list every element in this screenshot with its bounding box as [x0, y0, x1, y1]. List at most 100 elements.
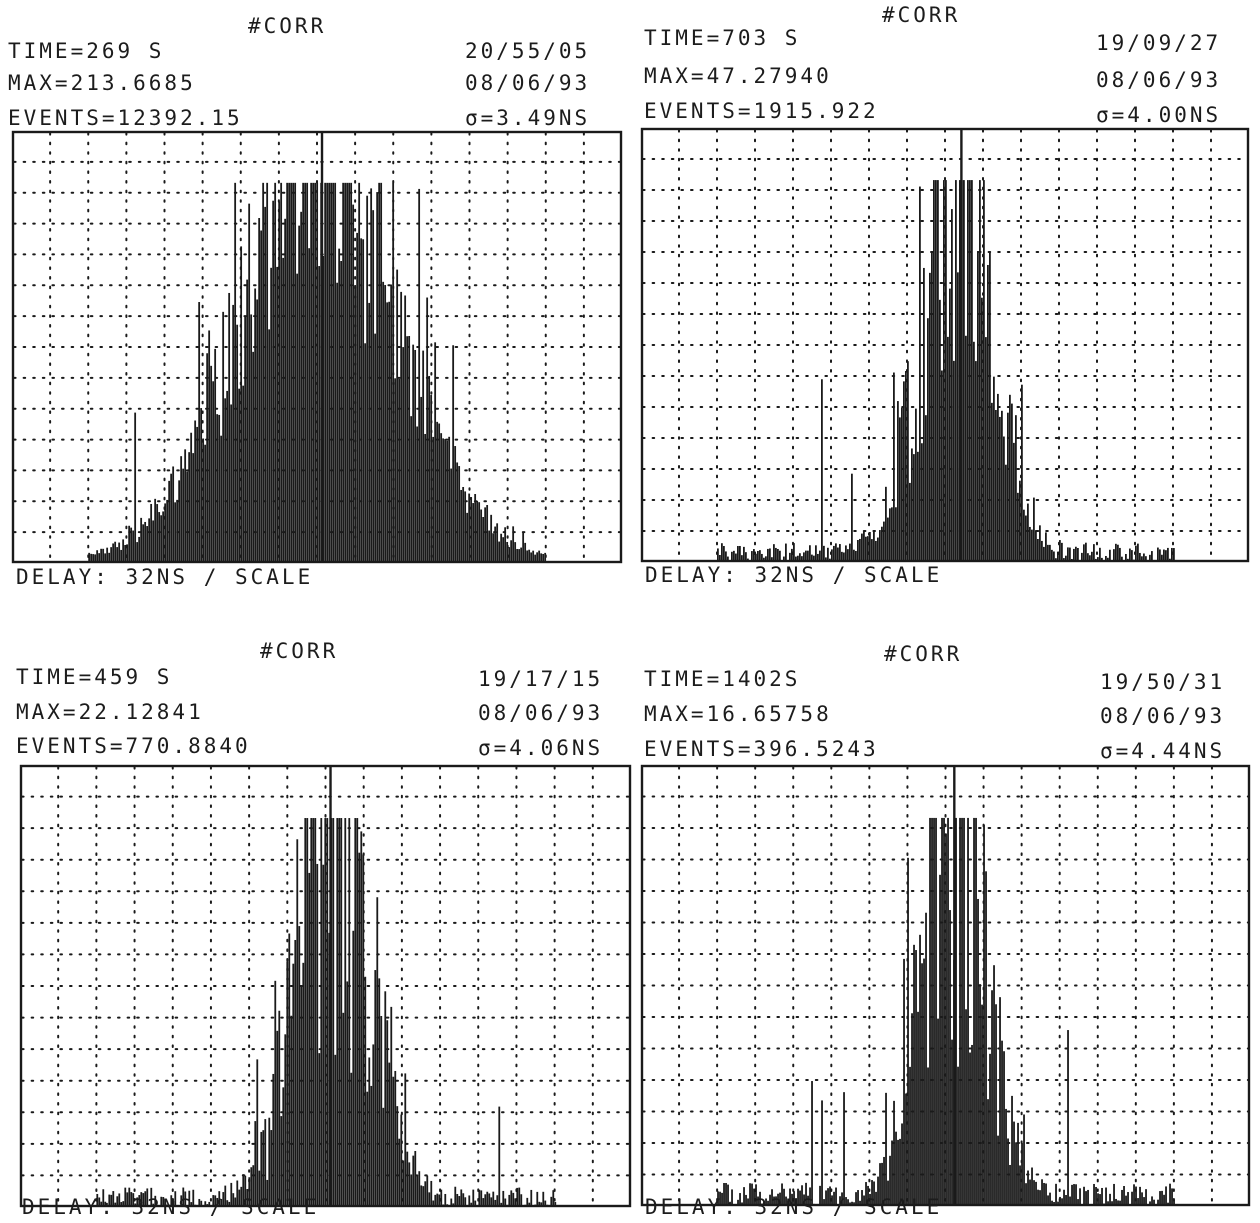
histogram-bar	[318, 266, 321, 563]
histogram-bar	[1107, 557, 1109, 562]
histogram-bar	[92, 554, 95, 563]
histogram-bar	[410, 1174, 413, 1207]
histogram-bar	[815, 545, 817, 562]
histogram-bar	[326, 182, 329, 563]
histogram-bar	[426, 297, 429, 563]
histogram-bar	[1047, 544, 1049, 562]
histogram-bar	[861, 533, 863, 562]
histogram-bar	[164, 503, 167, 563]
histogram-bar	[759, 1191, 761, 1206]
histogram-bar	[1013, 442, 1015, 562]
panel-title: #CORR	[882, 3, 961, 27]
histogram-bar	[1141, 556, 1143, 562]
histogram-bar	[933, 817, 935, 1206]
histogram-bar	[1171, 1188, 1173, 1206]
histogram-bar	[218, 1191, 221, 1207]
histogram-bar	[919, 934, 921, 1206]
histogram-bar	[428, 1192, 431, 1207]
histogram-bar	[216, 1197, 219, 1207]
histogram-bar	[1135, 545, 1137, 562]
histogram-bar	[915, 408, 917, 562]
histogram-bar	[895, 1131, 897, 1206]
histogram-bar	[514, 1198, 517, 1207]
histogram-bar	[1101, 557, 1103, 562]
histogram-bar	[128, 525, 131, 563]
histogram-bar	[809, 545, 811, 562]
histogram-bar	[813, 555, 815, 562]
histogram-bar	[1123, 1186, 1125, 1206]
histogram-bar	[316, 182, 319, 563]
histogram-bar	[1021, 1143, 1023, 1206]
histogram-bar	[136, 542, 139, 563]
histogram-bar	[801, 1185, 803, 1206]
histogram-bar	[402, 1160, 405, 1207]
histogram-bar	[420, 1185, 423, 1207]
histogram-bar	[985, 871, 987, 1206]
histogram-bar	[917, 451, 919, 562]
histogram-bar	[310, 182, 313, 563]
histogram-bar	[214, 348, 217, 563]
histogram-bar	[308, 872, 311, 1207]
histogram-bar	[184, 449, 187, 563]
histogram-bar	[180, 1195, 183, 1207]
histogram-bar	[462, 1193, 465, 1207]
histogram-bar	[188, 1190, 191, 1207]
histogram-bar	[298, 926, 301, 1207]
histogram-bar	[220, 1198, 223, 1207]
histogram-bar	[829, 558, 831, 562]
histogram-bar	[352, 204, 355, 563]
histogram-bar	[192, 453, 195, 563]
histogram-bar	[719, 554, 721, 562]
histogram-bar	[717, 1191, 719, 1206]
histogram-bar	[783, 1188, 785, 1206]
histogram-bar	[1169, 1183, 1171, 1206]
histogram-bar	[1103, 1203, 1105, 1206]
histogram-bar	[380, 1015, 383, 1207]
histogram-plot	[11, 130, 623, 564]
histogram-bar	[743, 546, 745, 562]
histogram-bar	[516, 548, 519, 563]
histogram-bar	[819, 1185, 821, 1206]
histogram-bar	[1097, 1193, 1099, 1206]
histogram-bar	[450, 1198, 453, 1207]
histogram-bar	[358, 182, 361, 563]
histogram-bar	[292, 182, 295, 563]
histogram-bar	[807, 550, 809, 562]
histogram-bar	[773, 544, 775, 562]
histogram-bar	[404, 1073, 407, 1207]
histogram-bar	[238, 388, 241, 563]
histogram-bar	[921, 963, 923, 1206]
histogram-bar	[256, 1059, 259, 1207]
histogram-bar	[1033, 1180, 1035, 1206]
histogram-bar	[819, 550, 821, 562]
histogram-bar	[234, 1197, 237, 1207]
histogram-bar	[236, 324, 239, 563]
histogram-bar	[212, 1195, 215, 1207]
histogram-bar	[991, 402, 993, 562]
histogram-bar	[991, 990, 993, 1206]
histogram-bar	[849, 1202, 851, 1206]
histogram-bar	[254, 1121, 257, 1207]
histogram-bar	[290, 1015, 293, 1207]
histogram-bar	[1145, 556, 1147, 562]
histogram-bar	[542, 1191, 545, 1207]
histogram-bar	[416, 426, 419, 563]
histogram-bar	[1055, 1183, 1057, 1206]
histogram-bar	[498, 1106, 501, 1207]
histogram-bar	[314, 818, 317, 1207]
histogram-bar	[1033, 497, 1035, 562]
histogram-bar	[797, 1188, 799, 1206]
histogram-bar	[851, 1201, 853, 1206]
histogram-bar	[142, 524, 145, 563]
histogram-bar	[106, 1205, 109, 1207]
histogram-bar	[134, 412, 137, 563]
histogram-bar	[937, 1018, 939, 1206]
histogram-bar	[1127, 558, 1129, 562]
histogram-bar	[897, 1139, 899, 1206]
histogram-bar	[785, 543, 787, 562]
histogram-bar	[118, 542, 121, 563]
histogram-bar	[424, 433, 427, 563]
histogram-bar	[510, 1190, 513, 1207]
histogram-bar	[292, 963, 295, 1207]
histogram-bar	[168, 1204, 171, 1207]
